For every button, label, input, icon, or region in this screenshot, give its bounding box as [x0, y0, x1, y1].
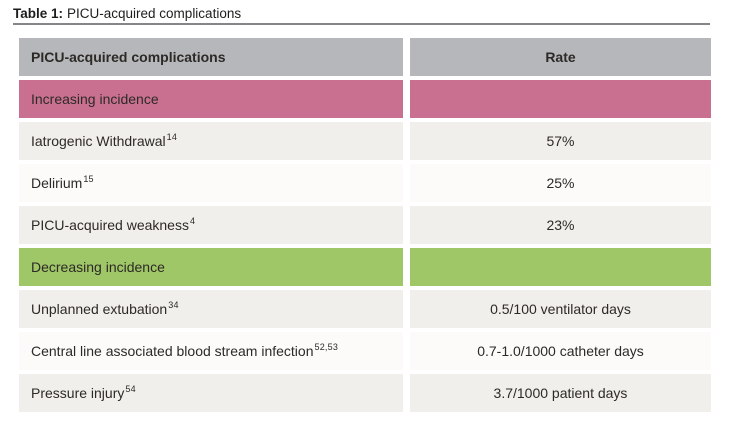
complication-name: Unplanned extubation	[31, 301, 168, 317]
complication-cell: Unplanned extubation 34	[19, 290, 403, 328]
caption-underline	[13, 23, 710, 25]
section-cell-decreasing-rate	[410, 248, 711, 286]
citation-superscript: 4	[189, 216, 196, 226]
rate-cell: 0.7-1.0/1000 catheter days	[410, 332, 711, 370]
table-caption-label: Table 1:	[13, 6, 64, 21]
citation-superscript: 15	[83, 174, 94, 184]
section-cell-increasing-rate	[410, 80, 711, 118]
rate-cell: 3.7/1000 patient days	[410, 374, 711, 412]
complication-name: Iatrogenic Withdrawal	[31, 133, 166, 149]
complication-name: PICU-acquired weakness	[31, 217, 189, 233]
table-caption: Table 1: PICU-acquired complications	[13, 6, 241, 21]
table-caption-text: PICU-acquired complications	[67, 6, 242, 21]
complication-name: Delirium	[31, 175, 83, 191]
complication-name: Central line associated blood stream inf…	[31, 343, 314, 359]
rate-cell: 57%	[410, 122, 711, 160]
rate-cell: 23%	[410, 206, 711, 244]
complication-cell: Central line associated blood stream inf…	[19, 332, 403, 370]
rate-cell: 25%	[410, 164, 711, 202]
citation-superscript: 34	[168, 300, 179, 310]
citation-superscript: 14	[166, 132, 178, 142]
citation-superscript: 54	[125, 384, 136, 394]
header-cell-rate: Rate	[410, 38, 711, 76]
complication-cell: Iatrogenic Withdrawal 14	[19, 122, 403, 160]
complication-cell: Pressure injury 54	[19, 374, 403, 412]
section-cell-decreasing: Decreasing incidence	[19, 248, 403, 286]
citation-superscript: 52,53	[314, 342, 339, 352]
complication-cell: PICU-acquired weakness 4	[19, 206, 403, 244]
section-cell-increasing: Increasing incidence	[19, 80, 403, 118]
rate-cell: 0.5/100 ventilator days	[410, 290, 711, 328]
complications-table: PICU-acquired complications Rate Increas…	[19, 38, 711, 412]
complication-cell: Delirium 15	[19, 164, 403, 202]
header-cell-complications: PICU-acquired complications	[19, 38, 403, 76]
complication-name: Pressure injury	[31, 385, 125, 401]
